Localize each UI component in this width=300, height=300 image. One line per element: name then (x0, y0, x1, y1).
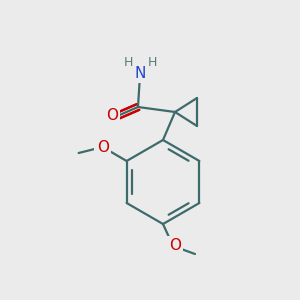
Text: N: N (134, 65, 146, 80)
Text: O: O (106, 109, 118, 124)
Text: O: O (169, 238, 181, 253)
Text: H: H (123, 56, 133, 70)
Text: H: H (147, 56, 157, 70)
Text: O: O (97, 140, 109, 154)
